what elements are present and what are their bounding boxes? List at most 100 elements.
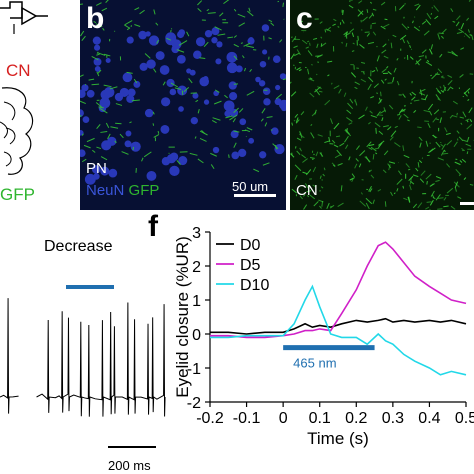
fiber <box>443 205 449 208</box>
fiber <box>100 156 108 161</box>
fiber <box>430 190 435 197</box>
fiber <box>346 109 352 114</box>
nucleus <box>124 140 132 148</box>
fiber <box>197 108 200 114</box>
fiber <box>370 96 374 99</box>
nucleus <box>202 76 209 82</box>
nucleus <box>82 116 90 123</box>
fiber <box>387 163 392 169</box>
fiber <box>456 112 458 116</box>
fiber <box>401 23 408 30</box>
nucleus <box>122 72 133 83</box>
fiber <box>290 153 295 158</box>
nucleus <box>160 124 170 134</box>
nucleus <box>263 98 271 106</box>
fiber <box>335 135 341 138</box>
fiber <box>408 175 414 182</box>
fiber <box>81 158 87 163</box>
nucleus <box>228 81 237 90</box>
fiber <box>143 151 152 158</box>
fiber <box>210 152 217 157</box>
fiber <box>232 118 236 123</box>
fiber <box>299 131 302 135</box>
fiber <box>219 12 224 17</box>
fiber <box>434 15 439 20</box>
nucleus <box>86 89 95 98</box>
fiber <box>385 65 389 69</box>
fiber <box>356 145 360 151</box>
fiber <box>354 100 358 106</box>
fiber <box>305 169 312 176</box>
fiber <box>381 117 384 122</box>
fiber <box>315 89 321 96</box>
nucleus <box>91 165 101 174</box>
stim-label: 465 nm <box>293 356 336 371</box>
fiber <box>427 103 434 111</box>
fiber <box>368 121 371 125</box>
fiber <box>293 64 295 67</box>
fiber <box>264 122 268 127</box>
fiber <box>349 0 351 3</box>
fiber <box>210 164 215 170</box>
nucleus <box>80 149 86 158</box>
fiber <box>294 113 299 118</box>
fiber <box>244 67 247 72</box>
nucleus <box>126 36 134 44</box>
fiber <box>469 34 473 36</box>
fiber <box>471 35 474 41</box>
fiber <box>246 127 253 131</box>
fiber <box>425 206 430 210</box>
fiber <box>333 18 337 22</box>
fiber <box>103 84 112 88</box>
fiber <box>441 75 444 78</box>
nucleus <box>229 92 238 101</box>
fiber <box>429 142 431 144</box>
fiber <box>381 49 387 54</box>
cn-label-c: CN <box>296 182 318 199</box>
fiber <box>459 116 464 119</box>
fiber <box>324 99 331 106</box>
fiber <box>155 22 159 26</box>
nucleus <box>231 151 240 160</box>
panel-b-image: b PN NeuN GFP 50 um <box>80 0 286 210</box>
microscopy-b <box>80 0 286 185</box>
fiber <box>408 196 411 203</box>
fiber <box>435 94 440 100</box>
fiber <box>393 67 397 73</box>
fiber <box>302 39 308 45</box>
fiber <box>452 100 458 105</box>
gfp-fibers-c <box>290 0 474 210</box>
fiber <box>99 107 108 114</box>
fiber <box>223 0 230 5</box>
fiber <box>199 137 207 142</box>
fiber <box>337 26 340 28</box>
fiber <box>270 22 275 27</box>
fiber <box>343 31 348 36</box>
nucleus <box>81 84 89 92</box>
fiber <box>368 185 372 192</box>
y-axis-label: Eyelid closure (%UR) <box>173 236 192 398</box>
fiber <box>268 19 273 23</box>
legend-label: D0 <box>240 237 261 254</box>
fiber <box>80 3 83 5</box>
fiber <box>351 178 354 183</box>
nucleus <box>84 173 96 185</box>
fiber <box>246 90 255 96</box>
panel-a: CN GFP <box>0 0 80 215</box>
fiber <box>97 69 102 74</box>
fiber <box>195 99 199 103</box>
fiber <box>349 98 354 104</box>
fiber <box>157 130 160 134</box>
gfp-label-b: GFP <box>128 182 160 199</box>
fiber <box>397 113 401 116</box>
fiber <box>310 156 315 159</box>
fiber <box>433 5 439 12</box>
fiber <box>133 78 138 84</box>
fiber <box>376 92 378 95</box>
fiber <box>374 122 381 128</box>
fiber <box>398 115 402 120</box>
fiber <box>296 49 301 56</box>
fiber <box>466 123 473 130</box>
fiber <box>319 175 322 179</box>
fiber <box>345 128 350 135</box>
